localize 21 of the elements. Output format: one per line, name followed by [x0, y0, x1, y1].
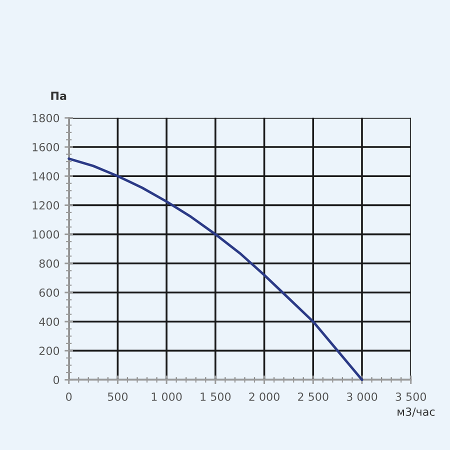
x-tick-label: 3 500	[396, 392, 426, 401]
y-tick-label: 0	[53, 376, 60, 384]
x-tick-label: 0	[66, 392, 72, 401]
x-tick-label: 1 500	[200, 392, 231, 401]
x-tick-label: 2 500	[298, 392, 328, 401]
y-tick-label: 1200	[32, 201, 60, 210]
x-axis-title: м3/час	[398, 407, 435, 417]
y-tick-label: 600	[39, 288, 60, 297]
y-tick-label: 1400	[32, 172, 60, 180]
y-tick-label: 1600	[32, 142, 60, 152]
y-tick-label: 1800	[32, 114, 60, 122]
y-axis-title: Па	[51, 92, 66, 100]
y-tick-label: 1000	[32, 230, 60, 239]
x-tick-label: 2 000	[249, 392, 280, 401]
x-tick-label: 1 000	[152, 392, 182, 401]
y-tick-label: 800	[39, 259, 60, 268]
x-tick-label: 500	[108, 392, 128, 401]
y-tick-label: 400	[39, 318, 60, 326]
x-tick-label: 3 000	[346, 392, 378, 401]
y-tick-label: 200	[39, 346, 60, 356]
line-series	[68, 157, 364, 382]
